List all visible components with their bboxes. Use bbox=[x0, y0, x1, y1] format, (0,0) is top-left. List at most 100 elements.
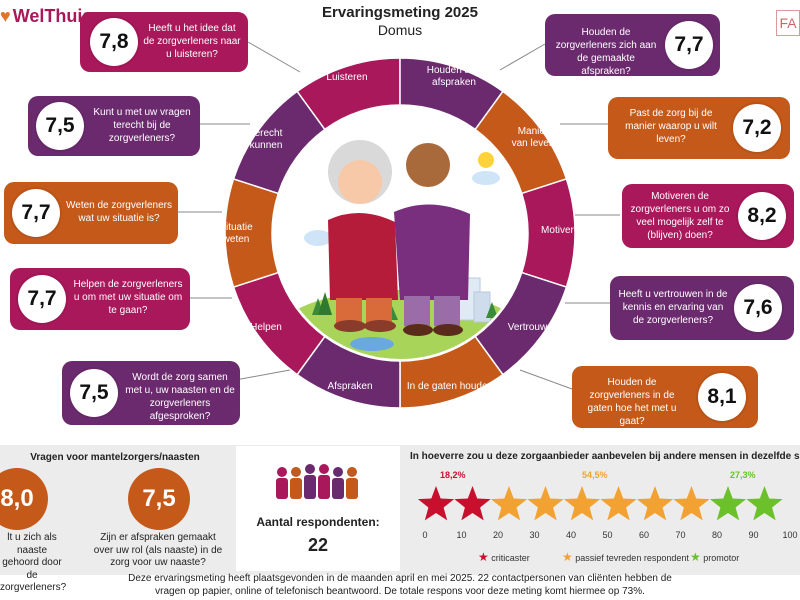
axis-tick-label: 90 bbox=[748, 530, 759, 540]
question-vertrouwen: Heeft u vertrouwen in de kennis en ervar… bbox=[618, 289, 728, 326]
axis-tick-label: 60 bbox=[638, 530, 649, 540]
page-title: Ervaringsmeting 2025 bbox=[322, 4, 478, 21]
recommend-star bbox=[709, 486, 747, 521]
legend-promotor: ★ promotor bbox=[690, 550, 739, 564]
criticaster-percentage: 18,2% bbox=[440, 470, 466, 480]
mantelzorg-title: Vragen voor mantelzorgers/naasten bbox=[30, 452, 200, 463]
ring-label-houden-1: Houden aan bbox=[427, 65, 482, 76]
recommend-star bbox=[563, 486, 601, 521]
mantelzorg-question-1: lt u zich als naaste gehoord door de zor… bbox=[0, 532, 67, 593]
person-body-icon bbox=[332, 478, 344, 499]
ring-label-terecht-1: Terecht bbox=[250, 128, 283, 139]
card-terecht: 7,5 Kunt u met uw vragen terecht bij de … bbox=[28, 96, 200, 156]
footer-line-1: Deze ervaringsmeting heeft plaatsgevonde… bbox=[128, 573, 672, 584]
legend-passief-label: passief tevreden respondent bbox=[575, 553, 689, 563]
legend-criticaster: ★ criticaster bbox=[478, 550, 530, 564]
score-situatie: 7,7 bbox=[12, 189, 60, 237]
heart-icon: ♥ bbox=[0, 6, 11, 26]
axis-tick-label: 30 bbox=[529, 530, 540, 540]
recommend-title: In hoeverre zou u deze zorgaanbieder aan… bbox=[410, 451, 800, 462]
ring-label-houden-2: afspraken bbox=[432, 77, 476, 88]
score-houden: 7,7 bbox=[665, 21, 713, 69]
ring-label-motiveren: Motiveren bbox=[541, 225, 585, 236]
logo-text: WelThuis bbox=[12, 6, 93, 26]
person-head-icon bbox=[305, 464, 315, 474]
ring-label-vertrouwen: Vertrouwen bbox=[508, 322, 559, 333]
score-luisteren: 7,8 bbox=[90, 18, 138, 66]
footer-note: Deze ervaringsmeting heeft plaatsgevonde… bbox=[0, 573, 800, 598]
card-motiveren: Motiveren de zorgverleners u om zo veel … bbox=[622, 184, 794, 248]
axis-tick-label: 70 bbox=[675, 530, 686, 540]
score-helpen: 7,7 bbox=[18, 275, 66, 323]
ring-segment-8 bbox=[224, 177, 280, 289]
passief-percentage: 54,5% bbox=[582, 470, 608, 480]
score-terecht: 7,5 bbox=[36, 102, 84, 150]
card-helpen: 7,7 Helpen de zorgverleners u om met uw … bbox=[10, 268, 190, 330]
ring-label-manier-1: Manier bbox=[518, 126, 549, 137]
ring-label-situatie-1: Situatie bbox=[219, 222, 253, 233]
legend-promotor-star-icon: ★ bbox=[690, 550, 701, 564]
score-motiveren: 8,2 bbox=[738, 192, 786, 240]
legend-promotor-label: promotor bbox=[703, 553, 740, 563]
ring-label-manier-2: van leven bbox=[512, 138, 555, 149]
axis-tick-label: 0 bbox=[422, 530, 428, 540]
recommend-star bbox=[527, 486, 564, 521]
recommend-star-half-passief bbox=[673, 486, 710, 521]
card-gaten: Houden de zorgverleners in de gaten hoe … bbox=[572, 366, 758, 428]
recommend-star bbox=[454, 486, 491, 521]
person-head-icon bbox=[277, 467, 287, 477]
person-body-icon bbox=[276, 478, 288, 499]
question-situatie: Weten de zorgverleners wat uw situatie i… bbox=[66, 200, 172, 224]
axis-tick-label: 20 bbox=[492, 530, 503, 540]
recommend-axis: 0 10 20 30 40 50 60 70 80 90 100 bbox=[410, 530, 800, 542]
score-afspraken: 7,5 bbox=[70, 369, 118, 417]
legend-passief-star-icon: ★ bbox=[562, 550, 573, 564]
ring-label-afspraken: Afspraken bbox=[327, 381, 372, 392]
axis-tick-label: 10 bbox=[456, 530, 467, 540]
respondents-label: Aantal respondenten: bbox=[256, 515, 380, 529]
question-gaten: Houden de zorgverleners in de gaten hoe … bbox=[587, 377, 677, 427]
question-afspraken: Wordt de zorg samen met u, uw naasten en… bbox=[125, 372, 235, 422]
person-head-icon bbox=[319, 464, 329, 474]
card-afspraken: 7,5 Wordt de zorg samen met u, uw naaste… bbox=[62, 361, 240, 425]
card-situatie: 7,7 Weten de zorgverleners wat uw situat… bbox=[4, 182, 178, 244]
axis-tick-label: 100 bbox=[782, 530, 798, 540]
recommend-star bbox=[746, 486, 783, 521]
recommend-star bbox=[417, 486, 455, 521]
ring-label-helpen: Helpen bbox=[250, 322, 282, 333]
question-houden: Houden de zorgverleners zich aan de gema… bbox=[555, 27, 657, 77]
ring-label-luisteren: Luisteren bbox=[326, 72, 367, 83]
person-body-icon bbox=[290, 478, 302, 499]
mantelzorg-score-2: 7,5 bbox=[128, 468, 190, 530]
welthuis-logo: ♥ WelThuis bbox=[0, 6, 92, 27]
recommend-star bbox=[636, 486, 674, 521]
question-manier: Past de zorg bij de manier waarop u wilt… bbox=[625, 108, 717, 145]
person-head-icon bbox=[347, 467, 357, 477]
mantelzorg-score-1: 8,0 bbox=[0, 468, 48, 530]
legend-passief: ★ passief tevreden respondent bbox=[562, 550, 689, 564]
card-houden: Houden de zorgverleners zich aan de gema… bbox=[545, 14, 720, 77]
question-helpen: Helpen de zorgverleners u om met uw situ… bbox=[73, 279, 183, 316]
score-vertrouwen: 7,6 bbox=[734, 284, 782, 332]
card-luisteren: 7,8 Heeft u het idee dat de zorgverlener… bbox=[80, 12, 248, 72]
score-manier: 7,2 bbox=[733, 104, 781, 152]
recommend-star bbox=[490, 486, 528, 521]
question-luisteren: Heeft u het idee dat de zorgverleners na… bbox=[143, 23, 241, 60]
footer-line-2: vragen op papier, online of telefonisch … bbox=[155, 585, 645, 597]
person-body-icon bbox=[318, 475, 330, 499]
ring-label-terecht-2: kunnen bbox=[250, 140, 283, 151]
recommend-stars bbox=[417, 486, 783, 521]
respondents-count: 22 bbox=[307, 535, 329, 555]
recommend-star bbox=[600, 486, 637, 521]
person-head-icon bbox=[291, 467, 301, 477]
question-terecht: Kunt u met uw vragen terecht bij de zorg… bbox=[93, 107, 191, 144]
connector-lines bbox=[178, 41, 620, 390]
promotor-percentage: 27,3% bbox=[730, 470, 756, 480]
score-gaten: 8,1 bbox=[698, 373, 746, 421]
person-body-icon bbox=[346, 478, 358, 499]
people-icon bbox=[276, 464, 358, 499]
legend-criticaster-label: criticaster bbox=[491, 553, 530, 563]
ring-label-situatie-2: weten bbox=[222, 234, 250, 245]
axis-tick-label: 40 bbox=[565, 530, 576, 540]
axis-tick-label: 50 bbox=[602, 530, 613, 540]
